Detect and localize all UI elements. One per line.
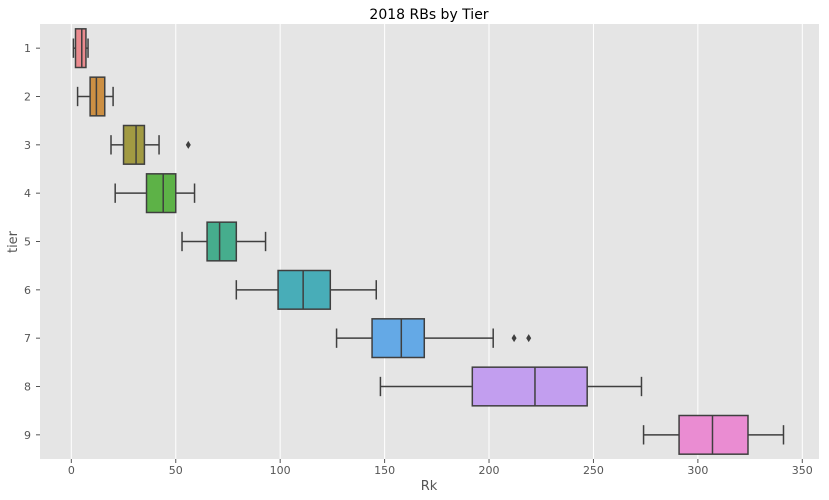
x-axis-label: Rk xyxy=(421,479,438,494)
box-iqr xyxy=(89,76,106,117)
y-tick-label: 7 xyxy=(24,332,31,345)
box-iqr xyxy=(74,28,87,69)
x-tick-label: 300 xyxy=(687,464,708,477)
box-tier-9 xyxy=(642,414,785,455)
x-tick-label: 350 xyxy=(792,464,813,477)
plot-area xyxy=(40,24,819,459)
box-iqr xyxy=(122,124,146,165)
y-tick-label: 6 xyxy=(24,284,31,297)
x-tick-label: 250 xyxy=(583,464,604,477)
box-iqr xyxy=(678,414,749,455)
box-tier-4 xyxy=(114,173,196,214)
box-iqr xyxy=(471,366,588,407)
x-tick-label: 100 xyxy=(270,464,291,477)
box-iqr xyxy=(277,269,332,310)
box-tier-8 xyxy=(379,366,643,407)
grid-lines xyxy=(70,24,803,459)
box-tier-3 xyxy=(110,124,191,165)
y-tick-label: 3 xyxy=(24,139,31,152)
box-tier-7 xyxy=(335,318,532,359)
y-tick-label: 4 xyxy=(24,187,31,200)
outlier-point xyxy=(526,334,532,343)
x-tick-label: 200 xyxy=(479,464,500,477)
y-tick-label: 8 xyxy=(24,381,31,394)
y-tick-label: 1 xyxy=(24,42,31,55)
x-tick-label: 150 xyxy=(374,464,395,477)
x-tick-label: 0 xyxy=(68,464,75,477)
box-iqr xyxy=(371,318,426,359)
y-tick-label: 5 xyxy=(24,236,31,249)
outlier-point xyxy=(185,140,191,149)
y-tick-label: 2 xyxy=(24,91,31,104)
box-tier-5 xyxy=(181,221,267,262)
box-tier-1 xyxy=(72,28,89,69)
y-axis-ticks: 1 2 3 4 5 6 7 8 9 xyxy=(24,42,40,442)
outlier-point xyxy=(511,334,517,343)
x-tick-label: 50 xyxy=(169,464,183,477)
x-axis-ticks: 0 50 100 150 200 250 300 350 xyxy=(68,459,813,477)
y-tick-label: 9 xyxy=(24,429,31,442)
box-iqr xyxy=(206,221,238,262)
y-axis-label: tier xyxy=(6,230,21,253)
box-tier-2 xyxy=(76,76,114,117)
box-iqr xyxy=(145,173,177,214)
box-tier-6 xyxy=(235,269,377,310)
chart-title: 2018 RBs by Tier xyxy=(369,7,488,23)
box-series xyxy=(72,28,785,455)
